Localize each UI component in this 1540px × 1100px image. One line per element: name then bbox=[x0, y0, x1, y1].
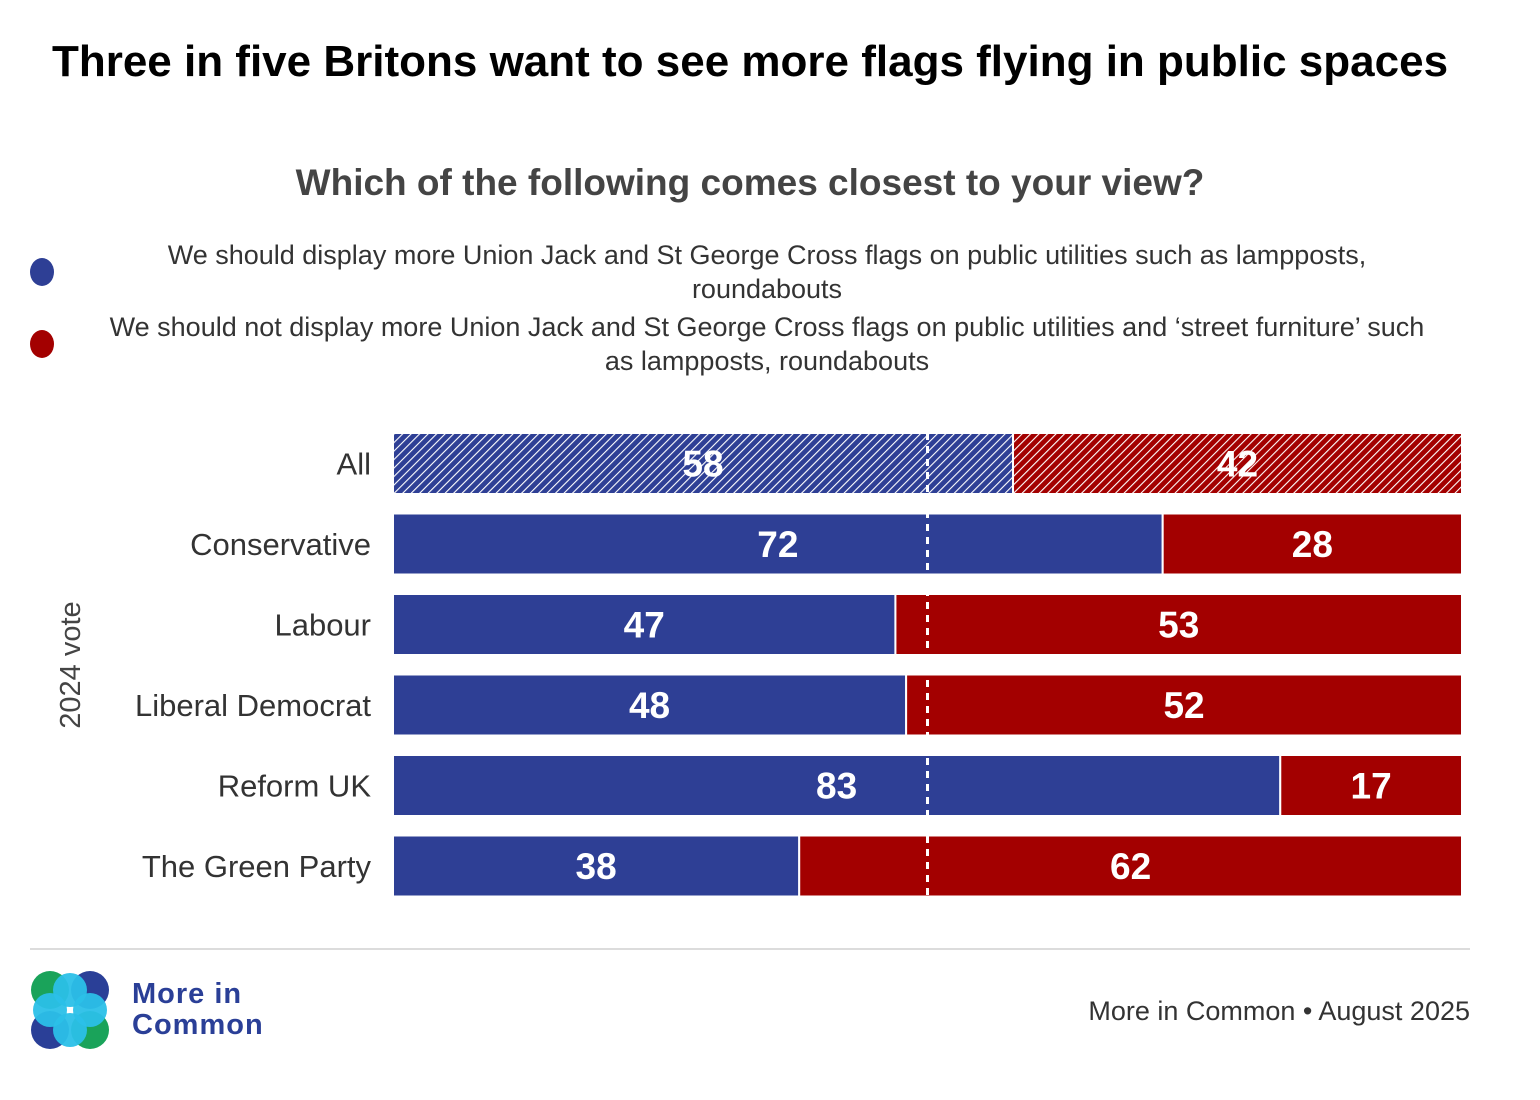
chart-title: Three in five Britons want to see more f… bbox=[51, 37, 1449, 86]
category-label-labour: Labour bbox=[274, 608, 371, 643]
category-label-all: All bbox=[337, 447, 371, 482]
data-label-reform-uk-series-2: 17 bbox=[1351, 766, 1392, 807]
data-label-conservative-series-1: 72 bbox=[757, 524, 798, 565]
legend: We should display more Union Jack and St… bbox=[20, 236, 1480, 380]
data-label-all-series-1: 58 bbox=[682, 444, 723, 485]
logo-text-line2: Common bbox=[132, 1009, 264, 1041]
logo-text-line1: More in bbox=[132, 978, 243, 1010]
category-label-the-green-party: The Green Party bbox=[142, 849, 372, 884]
bar-all-series-2 bbox=[1012, 432, 1464, 495]
data-label-the-green-party-series-2: 62 bbox=[1110, 846, 1151, 887]
data-label-liberal-democrat-series-1: 48 bbox=[629, 685, 670, 726]
more-in-common-logo: More in Common bbox=[30, 970, 264, 1050]
y-axis-title: 2024 vote bbox=[55, 601, 87, 728]
category-label-reform-uk: Reform UK bbox=[218, 769, 372, 804]
legend-swatch-blue bbox=[30, 258, 54, 286]
data-label-the-green-party-series-1: 38 bbox=[576, 846, 617, 887]
logo-mark-icon bbox=[31, 971, 109, 1049]
legend-label-not-display-more: We should not display more Union Jack an… bbox=[109, 312, 1425, 376]
data-label-all-series-2: 42 bbox=[1217, 444, 1258, 485]
bar-reform-uk-series-2 bbox=[1279, 754, 1464, 817]
data-label-labour-series-1: 47 bbox=[624, 605, 665, 646]
bar-labour-series-1 bbox=[392, 593, 897, 656]
legend-label-display-more: We should display more Union Jack and St… bbox=[167, 240, 1367, 304]
bar-labour-series-2 bbox=[894, 593, 1463, 656]
bar-all-series-1 bbox=[392, 432, 1015, 495]
data-label-reform-uk-series-1: 83 bbox=[816, 766, 857, 807]
footer-divider bbox=[30, 948, 1470, 950]
bar-liberal-democrat-series-1 bbox=[392, 673, 908, 737]
legend-item-display-more: We should display more Union Jack and St… bbox=[20, 236, 1480, 308]
data-label-conservative-series-2: 28 bbox=[1292, 524, 1333, 565]
chart-subtitle: Which of the following comes closest to … bbox=[295, 162, 1205, 203]
category-label-liberal-democrat: Liberal Democrat bbox=[135, 688, 371, 723]
stacked-bar-chart: 2024 vote All 58 42 Conservative 72 28 Labour 4… bbox=[55, 432, 1464, 898]
data-label-labour-series-2: 53 bbox=[1158, 605, 1199, 646]
source-credit: More in Common • August 2025 bbox=[1088, 996, 1470, 1026]
data-label-liberal-democrat-series-2: 52 bbox=[1163, 685, 1204, 726]
bar-liberal-democrat-series-2 bbox=[905, 673, 1463, 737]
logo-wordmark: More in Common bbox=[132, 979, 264, 1041]
bar-the-green-party-series-2 bbox=[798, 834, 1463, 898]
legend-item-not-display-more: We should not display more Union Jack an… bbox=[20, 308, 1480, 380]
bar-conservative-series-1 bbox=[392, 512, 1164, 576]
legend-swatch-red bbox=[30, 330, 54, 358]
bar-reform-uk-series-1 bbox=[392, 754, 1282, 817]
bar-conservative-series-2 bbox=[1161, 512, 1464, 576]
category-label-conservative: Conservative bbox=[190, 527, 371, 562]
